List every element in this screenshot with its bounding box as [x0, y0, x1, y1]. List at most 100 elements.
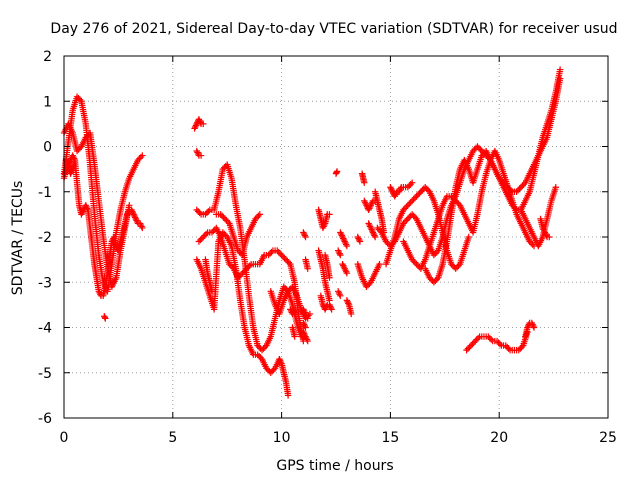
data-point — [528, 319, 536, 327]
data-point — [279, 253, 287, 260]
data-point — [344, 298, 351, 306]
data-point — [300, 321, 308, 328]
data-point — [130, 211, 137, 218]
series-arc28 — [334, 288, 344, 300]
data-point — [387, 184, 394, 191]
series-arc33 — [358, 170, 368, 186]
data-point — [253, 214, 261, 221]
series-arc17 — [287, 306, 296, 318]
y-tick-label: -6 — [38, 411, 52, 427]
data-point — [465, 233, 472, 241]
data-point — [268, 368, 276, 375]
data-point — [362, 200, 369, 208]
data-point — [403, 217, 410, 224]
data-point — [236, 273, 243, 280]
x-tick-label: 5 — [168, 430, 177, 446]
data-point — [78, 209, 86, 217]
data-point — [433, 248, 441, 256]
data-point — [539, 224, 546, 232]
data-point — [138, 223, 145, 230]
y-tick-label: -1 — [38, 185, 52, 201]
data-point — [413, 260, 420, 268]
series-arc14 — [202, 256, 216, 295]
data-point — [78, 211, 85, 218]
data-point — [304, 315, 311, 322]
data-point — [519, 182, 526, 189]
data-point — [496, 340, 504, 348]
y-tick-label: -2 — [38, 230, 52, 246]
data-point — [467, 342, 475, 349]
data-point — [84, 205, 91, 212]
data-point — [371, 233, 379, 241]
data-point — [137, 153, 145, 161]
data-point — [529, 321, 536, 328]
data-point — [192, 122, 200, 129]
data-point — [300, 306, 307, 313]
series-arc29 — [337, 229, 351, 250]
data-point — [303, 336, 311, 343]
data-point — [493, 337, 501, 345]
series-arc37 — [371, 188, 388, 236]
data-point — [196, 117, 203, 125]
data-point — [252, 215, 259, 223]
data-point — [469, 147, 477, 155]
data-point — [302, 310, 309, 318]
data-point — [321, 306, 329, 313]
series-arc24 — [317, 292, 335, 313]
data-point — [342, 266, 349, 274]
data-point — [366, 203, 374, 211]
data-point — [205, 208, 212, 215]
data-point — [76, 144, 84, 152]
series-arc22 — [315, 206, 333, 232]
data-point — [84, 132, 91, 140]
data-point — [255, 212, 262, 220]
data-point — [300, 319, 307, 327]
x-tick-label: 0 — [60, 430, 69, 446]
data-point — [365, 220, 372, 227]
series-arc31 — [343, 297, 355, 318]
series-arc43 — [463, 328, 531, 354]
series-arc23 — [315, 247, 333, 304]
data-point — [242, 266, 249, 274]
data-point — [326, 274, 333, 281]
data-point — [266, 250, 274, 257]
data-point — [340, 235, 347, 242]
data-point — [302, 333, 309, 340]
data-point — [478, 152, 485, 159]
data-point — [194, 149, 201, 156]
data-point — [200, 120, 207, 128]
series-arc40 — [387, 179, 416, 200]
data-point — [243, 265, 250, 272]
data-point — [367, 202, 375, 209]
data-point — [319, 224, 327, 232]
data-point — [430, 251, 438, 259]
series-arc32 — [354, 233, 364, 245]
series-arc13 — [276, 355, 292, 399]
data-point — [302, 324, 309, 331]
data-point — [337, 229, 344, 236]
data-point — [472, 337, 479, 345]
data-point — [556, 75, 564, 82]
data-point — [320, 223, 327, 230]
data-point — [396, 187, 404, 194]
series-arc21 — [300, 306, 311, 322]
y-axis-label: SDTVAR / TECUs — [10, 181, 26, 296]
data-point — [123, 211, 131, 218]
data-point — [395, 188, 403, 195]
data-point — [369, 199, 376, 206]
data-point — [268, 248, 275, 256]
data-point — [526, 238, 533, 245]
data-point — [277, 358, 285, 366]
data-point — [68, 167, 76, 174]
series-arc16 — [302, 256, 311, 272]
data-point — [433, 276, 441, 283]
data-point — [132, 215, 140, 223]
data-point — [552, 184, 559, 191]
data-point — [505, 345, 512, 352]
data-point — [291, 333, 298, 340]
data-point — [388, 187, 396, 194]
data-point — [540, 226, 547, 233]
series-arc07 — [193, 147, 205, 159]
data-point — [221, 164, 228, 171]
data-point — [75, 146, 82, 153]
